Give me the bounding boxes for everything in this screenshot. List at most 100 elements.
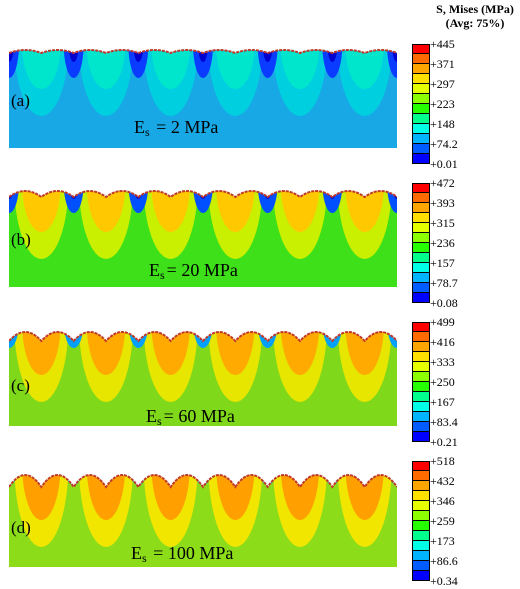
stress-lobe-outer xyxy=(337,475,392,547)
stress-peak xyxy=(193,191,213,213)
panel-label-c: (c) xyxy=(11,376,30,395)
scale-band xyxy=(412,481,430,491)
scale-band xyxy=(412,223,430,233)
scale-tick-label: +148 xyxy=(430,117,455,131)
stress-lobe-inner xyxy=(21,475,61,520)
scale-band xyxy=(412,203,430,213)
stress-lobe-outer xyxy=(208,475,263,547)
scale-tick-label: +0.01 xyxy=(430,157,458,171)
scale-tick-label: +432 xyxy=(430,474,455,488)
stress-peak-core xyxy=(68,332,79,336)
stress-lobe-inner xyxy=(21,191,61,232)
contour-panel-d: (d) Es = 100 MPa xyxy=(9,463,397,567)
scale-frame xyxy=(412,322,430,442)
stress-lobe-inner xyxy=(345,475,385,520)
scale-tick-label: +236 xyxy=(430,236,455,250)
stress-peak-core xyxy=(262,332,273,336)
scale-band xyxy=(412,372,430,382)
stress-peak xyxy=(387,50,397,78)
contour-base xyxy=(9,475,397,567)
stress-lobe-inner xyxy=(151,332,191,375)
scale-tick-label: +371 xyxy=(430,57,455,71)
scale-tick-label: +167 xyxy=(430,395,455,409)
stress-lobe-outer xyxy=(14,475,69,547)
stress-peak xyxy=(387,191,397,213)
stress-peak-core xyxy=(133,463,143,475)
contour-panel-a: (a) Es = 2 MPa xyxy=(9,44,397,148)
stress-lobe-inner xyxy=(345,50,385,89)
scale-band xyxy=(412,243,430,253)
contour-field-a xyxy=(9,49,397,148)
scale-band xyxy=(412,402,430,412)
scale-band xyxy=(412,382,430,392)
contour-panel-c: (c) Es = 60 MPa xyxy=(9,322,397,428)
stress-lobe-outer xyxy=(143,332,198,402)
stress-peak xyxy=(63,191,84,213)
stress-peak xyxy=(257,50,278,78)
contact-surface-line xyxy=(9,331,397,343)
stress-lobe-outer xyxy=(272,475,328,547)
stress-lobe-outer xyxy=(78,191,134,259)
scale-band xyxy=(412,521,430,531)
stress-lobe-outer xyxy=(14,50,69,116)
stress-peak-core xyxy=(327,332,338,336)
stress-peak-core xyxy=(9,332,14,336)
stress-peak xyxy=(63,50,84,78)
stress-lobe-inner xyxy=(280,475,320,520)
stress-lobe-outer xyxy=(78,475,134,547)
stress-lobe-outer xyxy=(78,332,134,402)
scale-band xyxy=(412,541,430,551)
panel-label-d: (d) xyxy=(11,518,31,537)
stress-lobe-inner xyxy=(215,332,255,375)
scale-band xyxy=(412,412,430,422)
scale-tick-label: +499 xyxy=(430,315,455,329)
contour-group xyxy=(9,50,397,148)
es-label-d: Es = 100 MPa xyxy=(131,543,234,565)
stress-lobe-inner xyxy=(280,332,320,375)
scale-band xyxy=(412,362,430,372)
scale-band xyxy=(412,352,430,362)
scale-tick-label: +250 xyxy=(430,375,455,389)
scale-band xyxy=(412,551,430,561)
stress-lobe-inner xyxy=(21,50,61,89)
stress-lobe-inner xyxy=(280,191,320,232)
contact-surface-line xyxy=(9,190,397,199)
scale-tick-label: +393 xyxy=(430,196,455,210)
scale-band xyxy=(412,422,430,432)
scale-tick-label: +83.4 xyxy=(430,415,458,429)
stress-lobe-outer xyxy=(272,332,328,402)
scale-band xyxy=(412,392,430,402)
stress-lobe-inner xyxy=(86,191,126,232)
stress-lobe-outer xyxy=(208,191,263,259)
stress-peak-core xyxy=(392,332,397,336)
stress-peak-core xyxy=(327,463,337,475)
stress-lobe-outer xyxy=(337,332,392,402)
stress-lobe-inner xyxy=(151,191,191,232)
scale-tick-label: +259 xyxy=(430,514,455,528)
scale-band xyxy=(412,44,430,54)
stress-peak-core xyxy=(9,463,14,475)
scale-tick-label: +173 xyxy=(430,534,455,548)
es-label-c: Es = 60 MPa xyxy=(146,406,235,428)
stress-lobe-inner xyxy=(345,332,385,375)
scale-tick-label: +346 xyxy=(430,494,455,508)
scale-band xyxy=(412,104,430,114)
legend-title-line2: (Avg: 75%) xyxy=(445,16,505,30)
scale-tick-label: +472 xyxy=(430,176,455,190)
scale-band xyxy=(412,183,430,193)
scale-tick-label: +74.2 xyxy=(430,137,458,151)
color-scale-d xyxy=(412,461,430,581)
scale-band xyxy=(412,491,430,501)
stress-peak xyxy=(322,191,343,213)
scale-band xyxy=(412,471,430,481)
color-scale-a xyxy=(412,44,430,164)
scale-tick-label: +0.08 xyxy=(430,296,458,310)
color-scale-c xyxy=(412,322,430,442)
scale-frame xyxy=(412,183,430,303)
scale-tick-label: +416 xyxy=(430,335,455,349)
stress-lobe-inner xyxy=(86,50,126,89)
stress-lobe-outer xyxy=(78,50,134,116)
scale-band xyxy=(412,501,430,511)
panel-label-b: (b) xyxy=(11,230,31,249)
scale-tick-label: +315 xyxy=(430,216,455,230)
